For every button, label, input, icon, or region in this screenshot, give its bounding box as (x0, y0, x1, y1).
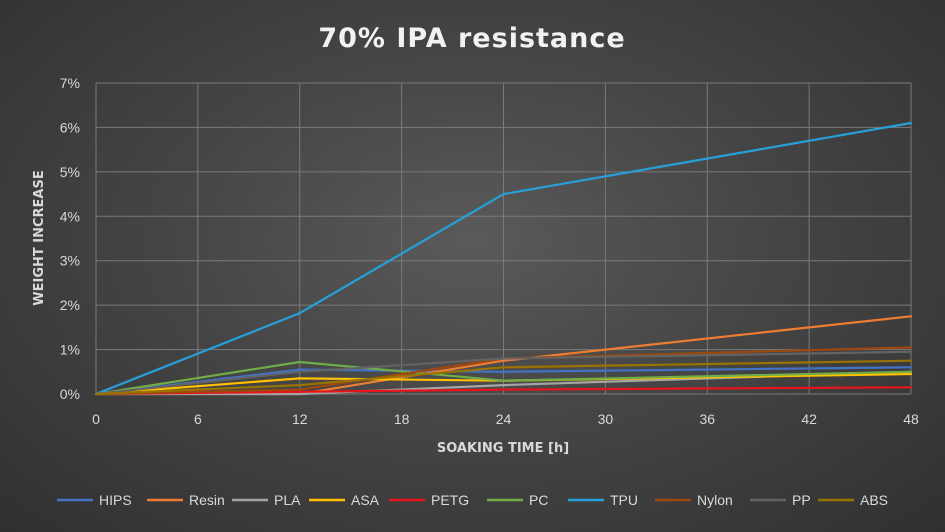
legend-label: PC (529, 492, 548, 508)
x-tick-label: 0 (92, 411, 100, 427)
y-tick-label: 1% (60, 342, 80, 358)
series-line-pc (94, 360, 913, 396)
legend-label: TPU (610, 492, 638, 508)
x-tick-label: 6 (194, 411, 202, 427)
series-line-abs (94, 359, 913, 396)
y-tick-label: 4% (60, 208, 80, 224)
x-tick-label: 24 (496, 411, 512, 427)
series-line-pp (94, 350, 913, 396)
y-axis-title: WEIGHT INCREASE (32, 170, 47, 305)
series-lines (94, 121, 913, 396)
legend-label: HIPS (99, 492, 132, 508)
legend-label: Resin (189, 492, 225, 508)
legend-label: PP (792, 492, 811, 508)
legend-label: Nylon (697, 492, 733, 508)
x-tick-label: 36 (699, 411, 715, 427)
series-line-tpu (94, 121, 913, 396)
y-tick-label: 3% (60, 253, 80, 269)
y-tick-label: 5% (60, 164, 80, 180)
x-tick-labels: 0 6 12 18 24 30 36 42 48 (92, 411, 919, 427)
x-axis-title: SOAKING TIME [h] (437, 441, 569, 456)
chart-title: 70% IPA resistance (318, 23, 625, 54)
legend-label: PLA (274, 492, 301, 508)
x-tick-label: 42 (801, 411, 817, 427)
series-line-nylon (94, 346, 913, 396)
legend-label: ASA (351, 492, 380, 508)
x-tick-label: 12 (292, 411, 308, 427)
y-tick-label: 6% (60, 119, 80, 135)
x-tick-label: 30 (598, 411, 614, 427)
x-tick-label: 18 (394, 411, 410, 427)
y-tick-label: 2% (60, 297, 80, 313)
y-tick-label: 0% (60, 386, 80, 402)
legend-label: PETG (431, 492, 469, 508)
grid (95, 82, 912, 395)
y-tick-label: 7% (60, 75, 80, 91)
y-tick-labels: 0% 1% 2% 3% 4% 5% 6% 7% (60, 75, 80, 402)
x-tick-label: 48 (903, 411, 919, 427)
legend: HIPS Resin PLA ASA PETG PC TPU Nylon PP ABS (57, 492, 888, 508)
legend-label: ABS (860, 492, 888, 508)
